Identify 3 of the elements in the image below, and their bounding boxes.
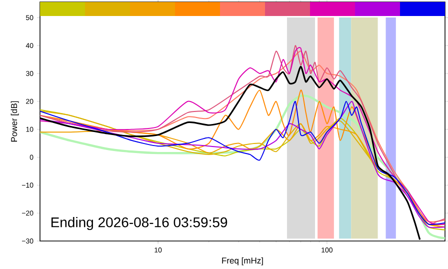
x-axis-title: Freq [mHz] [222, 257, 263, 266]
y-axis-title: Power [dB] [10, 101, 19, 142]
annotation: Ending 2026-08-16 03:59:59 [51, 217, 228, 230]
